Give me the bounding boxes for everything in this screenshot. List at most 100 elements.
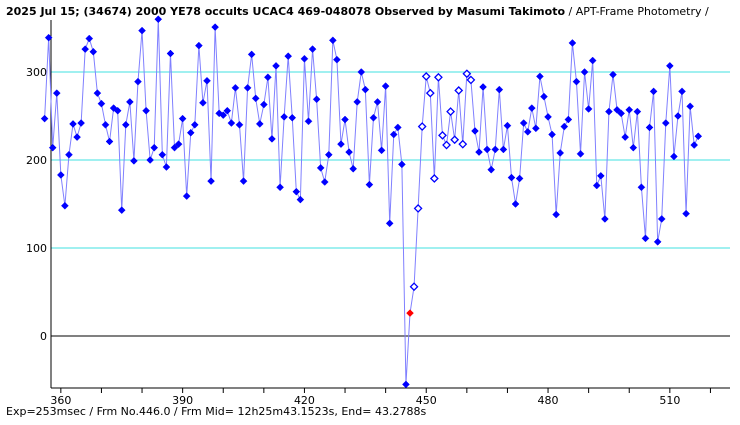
data-point <box>544 113 552 121</box>
data-point <box>312 95 321 104</box>
data-point <box>93 89 102 97</box>
data-point <box>235 120 244 129</box>
data-point <box>288 113 297 122</box>
data-point <box>532 124 540 133</box>
data-point <box>462 69 472 79</box>
data-point <box>190 120 199 129</box>
data-point <box>633 107 642 116</box>
data-point <box>596 171 605 180</box>
data-point <box>162 163 171 171</box>
x-tick-label: 420 <box>294 394 315 407</box>
data-point <box>540 92 548 101</box>
data-point <box>44 33 53 42</box>
highlighted-data-point <box>406 309 414 317</box>
data-point <box>572 77 581 86</box>
data-point <box>682 209 690 218</box>
y-tick-label: 100 <box>26 242 47 255</box>
x-tick-label: 510 <box>659 394 680 407</box>
data-point <box>121 120 130 129</box>
data-point <box>576 149 585 158</box>
data-point <box>81 45 90 53</box>
data-point <box>134 77 142 86</box>
data-point <box>61 201 69 210</box>
data-point <box>40 114 49 123</box>
data-point <box>523 127 532 136</box>
data-point <box>670 152 678 161</box>
data-point <box>417 122 427 131</box>
data-point <box>272 61 280 70</box>
data-point <box>495 85 504 94</box>
data-point <box>621 133 630 141</box>
x-tick-label: 480 <box>538 394 559 407</box>
data-point <box>178 114 187 123</box>
data-point <box>429 174 439 183</box>
chart-title-suffix: / APT-Frame Photometry / <box>565 5 709 18</box>
data-point <box>434 72 443 82</box>
data-point <box>413 203 423 213</box>
data-point <box>48 143 57 152</box>
data-point <box>653 237 662 246</box>
data-point <box>564 115 573 124</box>
data-point <box>592 181 601 190</box>
data-point <box>199 98 207 107</box>
data-point <box>195 41 203 50</box>
data-point <box>73 133 81 141</box>
data-point <box>300 54 309 63</box>
data-point <box>402 380 410 389</box>
data-point <box>519 119 528 127</box>
data-point <box>89 47 98 56</box>
data-point <box>536 72 544 81</box>
data-point <box>450 135 460 145</box>
data-point <box>308 45 317 53</box>
data-point <box>511 200 520 208</box>
data-point <box>324 150 333 159</box>
data-point <box>503 121 512 130</box>
y-tick-label: 200 <box>26 154 47 167</box>
data-point <box>458 139 468 149</box>
data-point <box>425 88 435 98</box>
data-point <box>292 187 301 196</box>
data-point <box>645 123 654 132</box>
data-point <box>186 128 195 137</box>
data-point <box>341 115 349 124</box>
data-point <box>170 143 179 152</box>
data-point <box>259 100 268 109</box>
data-point <box>637 183 646 192</box>
chart-title: 2025 Jul 15; (34674) 2000 YE78 occults U… <box>6 5 709 18</box>
data-point <box>361 85 370 94</box>
data-point <box>142 106 150 115</box>
data-point <box>657 215 666 223</box>
x-tick-label: 390 <box>172 394 193 407</box>
data-point <box>333 55 341 64</box>
data-point <box>674 112 682 120</box>
data-point <box>296 195 305 204</box>
data-point <box>552 210 561 219</box>
data-point <box>629 143 638 152</box>
data-point <box>507 173 516 182</box>
data-point <box>483 145 491 154</box>
data-point <box>605 107 613 116</box>
data-point <box>223 106 232 115</box>
data-point <box>694 132 703 141</box>
data-point <box>377 146 386 155</box>
data-point <box>203 76 211 85</box>
data-point <box>280 113 288 121</box>
data-point <box>678 87 686 96</box>
data-point <box>345 148 353 156</box>
data-point <box>276 183 284 192</box>
data-point <box>239 177 248 185</box>
data-point <box>556 149 565 157</box>
data-point <box>381 82 390 90</box>
data-point <box>251 94 260 103</box>
data-point <box>365 180 374 189</box>
data-point <box>85 34 94 43</box>
data-point <box>138 26 146 35</box>
data-point <box>641 234 650 243</box>
data-point <box>219 111 228 119</box>
data-point <box>113 106 122 115</box>
data-point <box>661 119 670 127</box>
series-line <box>44 19 699 385</box>
data-point <box>65 150 73 159</box>
data-point <box>227 119 236 127</box>
